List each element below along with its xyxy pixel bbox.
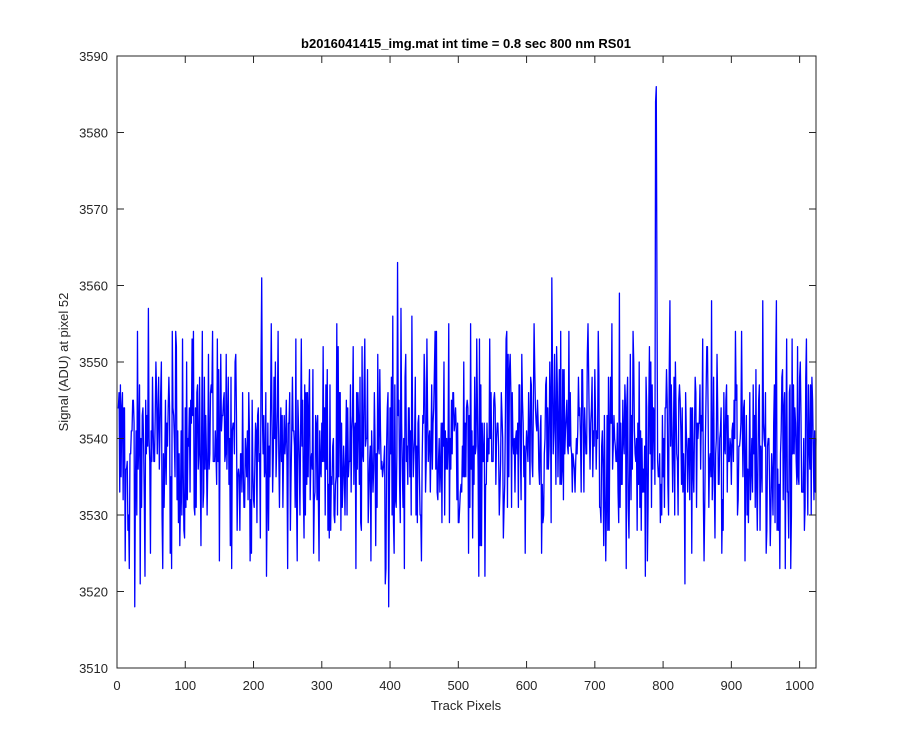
y-tick-label: 3570 bbox=[79, 202, 108, 217]
y-axis-label: Signal (ADU) at pixel 52 bbox=[56, 293, 71, 432]
y-tick-label: 3540 bbox=[79, 432, 108, 447]
y-tick-label: 3520 bbox=[79, 585, 108, 600]
x-tick-label: 500 bbox=[447, 678, 469, 693]
x-tick-label: 700 bbox=[584, 678, 606, 693]
x-tick-label: 400 bbox=[379, 678, 401, 693]
y-tick-label: 3580 bbox=[79, 126, 108, 141]
y-tick-label: 3530 bbox=[79, 508, 108, 523]
x-tick-label: 600 bbox=[516, 678, 538, 693]
y-tick-label: 3550 bbox=[79, 355, 108, 370]
x-tick-label: 1000 bbox=[785, 678, 814, 693]
x-tick-label: 0 bbox=[113, 678, 120, 693]
series-line bbox=[117, 85, 817, 608]
x-tick-label: 800 bbox=[652, 678, 674, 693]
y-tick-label: 3560 bbox=[79, 279, 108, 294]
y-tick-label: 3510 bbox=[79, 661, 108, 676]
chart-title: b2016041415_img.mat int time = 0.8 sec 8… bbox=[301, 36, 631, 51]
x-tick-label: 300 bbox=[311, 678, 333, 693]
x-axis-label: Track Pixels bbox=[431, 698, 502, 713]
x-tick-label: 100 bbox=[174, 678, 196, 693]
x-axis-ticks: 0 100 200 300 400 500 600 700 800 900 1000 bbox=[113, 56, 814, 693]
y-axis-ticks: 3510 3520 3530 3540 3550 3560 3570 3580 3590 bbox=[79, 49, 816, 676]
y-tick-label: 3590 bbox=[79, 49, 108, 64]
x-tick-label: 200 bbox=[243, 678, 265, 693]
x-tick-label: 900 bbox=[721, 678, 743, 693]
plot-series bbox=[117, 85, 817, 608]
